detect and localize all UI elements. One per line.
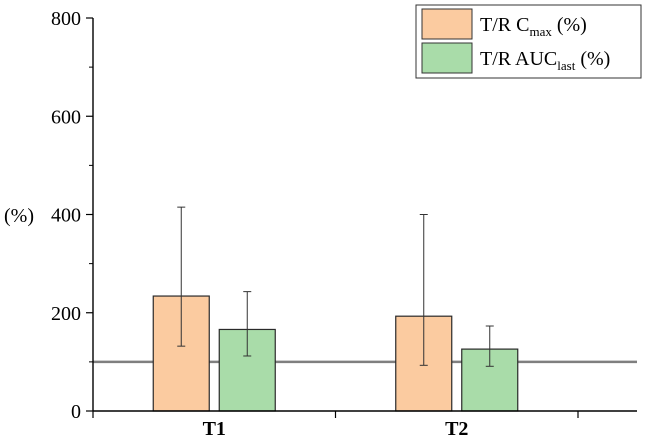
y-tick-label: 400: [51, 205, 81, 227]
y-tick-label: 800: [51, 8, 81, 30]
legend-label-2: T/R AUClast (%): [480, 48, 610, 73]
axes-layer: T1 T2 0 200 400 600 800: [51, 8, 637, 440]
bars-layer: [152, 206, 519, 412]
y-axis-title: (%): [4, 205, 34, 227]
legend-swatch-1: [421, 8, 473, 40]
x-tick-label: T1: [203, 418, 226, 440]
legend-swatch-2: [421, 42, 473, 74]
y-tick-label: 0: [71, 401, 81, 423]
y-tick-label: 200: [51, 303, 81, 325]
y-tick-label: 600: [51, 106, 81, 128]
legend: T/R Cmax (%) T/R AUClast (%): [415, 4, 642, 79]
x-tick-label: T2: [445, 418, 468, 440]
legend-label-1: T/R Cmax (%): [480, 14, 587, 39]
